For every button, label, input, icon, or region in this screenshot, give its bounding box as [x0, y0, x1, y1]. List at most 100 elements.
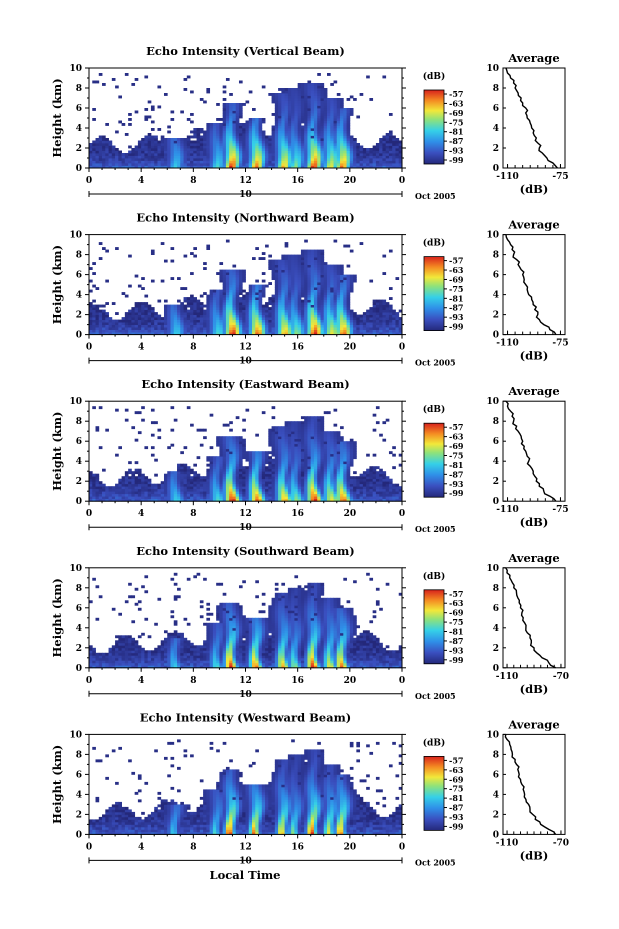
heatmap-cell: [304, 329, 308, 333]
heatmap-cell: [294, 287, 299, 290]
heatmap-cell: [203, 322, 207, 325]
heatmap-cell: [222, 292, 227, 295]
heatmap-cell: [124, 319, 129, 323]
heatmap-cell: [105, 332, 109, 335]
heatmap-cell: [268, 297, 272, 300]
heatmap-cell: [238, 456, 243, 460]
heatmap-cell: [235, 153, 240, 156]
heatmap-cell: [346, 304, 351, 308]
heatmap-cell: [349, 289, 354, 293]
heatmap-cell: [92, 329, 96, 333]
heatmap-cell: [297, 294, 302, 298]
heatmap-cell: [265, 498, 269, 502]
heatmap-cell: [320, 292, 325, 295]
heatmap-cell: [398, 163, 403, 166]
heatmap-cell: [180, 468, 184, 472]
heatmap-cell: [89, 317, 93, 320]
heatmap-cell: [229, 277, 233, 280]
heatmap-cell: [150, 160, 155, 164]
heatmap-cell: [173, 486, 178, 490]
heatmap-cell: [291, 262, 295, 265]
heatmap-cell: [317, 254, 321, 258]
heatmap-cell: [242, 153, 246, 156]
heatmap-cell: [150, 498, 155, 502]
heatmap-cell: [310, 277, 315, 280]
heatmap-cell: [118, 155, 122, 159]
heatmap-cell: [353, 155, 357, 159]
heatmap-cell: [235, 135, 240, 139]
heatmap-cell: [150, 408, 155, 412]
heatmap-cell: [330, 98, 334, 101]
heatmap-cell: [193, 314, 197, 318]
heatmap-cell: [268, 302, 272, 305]
heatmap-cell: [287, 426, 292, 430]
heatmap-cell: [252, 138, 256, 141]
heatmap-cell: [307, 130, 312, 134]
heatmap-cell: [186, 140, 191, 144]
heatmap-cell: [190, 496, 194, 500]
heatmap-cell: [265, 458, 269, 462]
heatmap-cell: [199, 486, 204, 490]
heatmap-cell: [258, 135, 263, 139]
heatmap-cell: [173, 332, 178, 335]
heatmap-cell: [225, 463, 230, 467]
heatmap-cell: [274, 478, 279, 482]
echo-heatmap: [89, 73, 403, 169]
heatmap-cell: [98, 327, 103, 330]
heatmap-cell: [271, 471, 276, 475]
heatmap-cell: [98, 138, 103, 141]
heatmap-cell: [300, 148, 305, 151]
heatmap-cell: [206, 324, 211, 328]
heatmap-cell: [294, 100, 299, 104]
heatmap-cell: [170, 329, 175, 333]
heatmap-cell: [294, 496, 299, 500]
heatmap-cell: [323, 113, 328, 116]
heatmap-cell: [255, 463, 259, 467]
heatmap-cell: [317, 123, 321, 126]
heatmap-cell: [294, 165, 299, 169]
heatmap-cell: [379, 165, 383, 169]
heatmap-cell: [287, 483, 292, 487]
heatmap-cell: [118, 329, 122, 333]
heatmap-cell: [255, 125, 259, 129]
heatmap-cell: [297, 478, 302, 482]
heatmap-cell: [131, 163, 136, 166]
heatmap-cell: [265, 165, 269, 169]
heatmap-cell: [281, 493, 286, 497]
heatmap-cell: [294, 332, 299, 335]
heatmap-cell: [108, 165, 113, 169]
heatmap-cell: [105, 327, 109, 330]
heatmap-cell: [92, 158, 96, 161]
heatmap-cell: [216, 322, 220, 325]
heatmap-cell: [278, 140, 282, 144]
heatmap-cell: [235, 471, 240, 475]
heatmap-cell: [190, 309, 194, 313]
heatmap-cell: [92, 473, 96, 477]
heatmap-cell: [281, 458, 286, 462]
heatmap-cell: [95, 304, 100, 308]
heatmap-cell: [248, 287, 253, 290]
heatmap-cell: [307, 257, 312, 260]
heatmap-cell: [186, 163, 191, 166]
heatmap-cell: [105, 158, 109, 161]
heatmap-cell: [235, 125, 240, 129]
heatmap-cell: [307, 140, 312, 144]
heatmap-cell: [353, 274, 357, 278]
heatmap-cell: [307, 113, 312, 116]
heatmap-cell: [284, 483, 289, 487]
heatmap-cell: [304, 314, 308, 318]
heatmap-cell: [219, 443, 224, 447]
heatmap-cell: [392, 327, 396, 330]
heatmap-cell: [281, 145, 286, 149]
heatmap-cell: [222, 332, 227, 335]
heatmap-cell: [336, 294, 341, 298]
heatmap-cell: [245, 309, 250, 313]
heatmap-cell: [134, 491, 139, 495]
heatmap-cell: [307, 259, 312, 263]
heatmap-cell: [252, 461, 256, 465]
heatmap-cell: [310, 307, 315, 310]
heatmap-cell: [291, 299, 295, 303]
heatmap-cell: [160, 498, 165, 502]
heatmap-cell: [242, 491, 246, 495]
heatmap-cell: [118, 486, 122, 490]
